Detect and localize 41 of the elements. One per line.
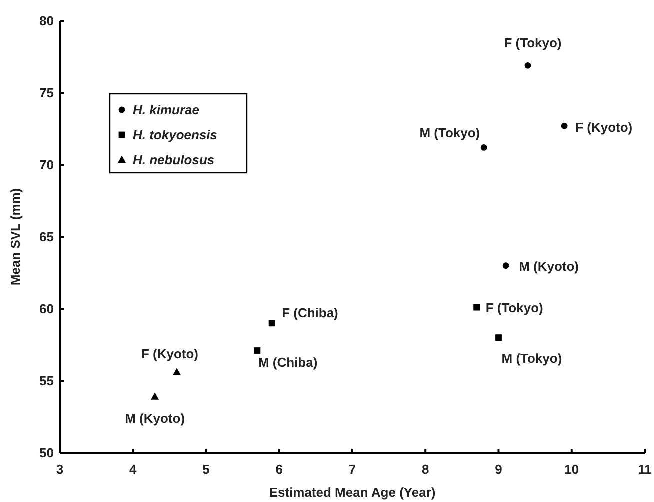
x-tick-label: 8 [422, 462, 430, 477]
point [480, 144, 488, 151]
y-tick-label: 65 [40, 230, 54, 245]
annotation: M (Kyoto) [125, 410, 186, 426]
y-tick-label: 80 [40, 14, 54, 29]
legend-label: H. kimurae [133, 102, 200, 118]
annotation: F (Tokyo) [486, 300, 544, 316]
point [173, 368, 181, 376]
x-tick-label: 7 [348, 462, 356, 477]
y-tick-label: 70 [40, 158, 54, 173]
annotation: F (Chiba) [282, 305, 338, 320]
point [496, 334, 502, 341]
y-tick-label: 60 [40, 302, 54, 317]
annotation: F (Kyoto) [141, 346, 199, 362]
legend-label: H. nebulosus [133, 152, 215, 168]
y-tick-label: 55 [40, 374, 54, 389]
point [254, 348, 261, 354]
annotation: M (Tokyo) [502, 350, 562, 366]
x-tick-label: 11 [638, 462, 652, 477]
y-tick-label: 50 [40, 446, 54, 461]
point [524, 62, 532, 69]
point [151, 392, 160, 400]
legend-label: H. tokyoensis [133, 128, 218, 143]
point [502, 262, 510, 269]
x-tick-label: 4 [130, 462, 138, 477]
y-axis-title: Mean SVL (mm) [8, 188, 23, 286]
y-tick-label: 75 [40, 86, 54, 101]
point [561, 122, 568, 130]
x-tick-label: 6 [276, 462, 283, 477]
point [268, 320, 276, 327]
annotation: M (Kyoto) [519, 258, 579, 274]
x-tick-label: 3 [56, 462, 64, 477]
annotation: M (Chiba) [258, 354, 318, 370]
annotation: F (Tokyo) [504, 36, 562, 51]
point [474, 304, 480, 311]
x-tick-label: 10 [564, 462, 580, 477]
annotation: M (Tokyo) [420, 126, 480, 141]
x-tick-label: 5 [202, 462, 210, 477]
x-tick-label: 9 [495, 462, 502, 477]
x-axis-title: Estimated Mean Age (Year) [269, 485, 436, 500]
annotation: F (Kyoto) [576, 120, 633, 136]
